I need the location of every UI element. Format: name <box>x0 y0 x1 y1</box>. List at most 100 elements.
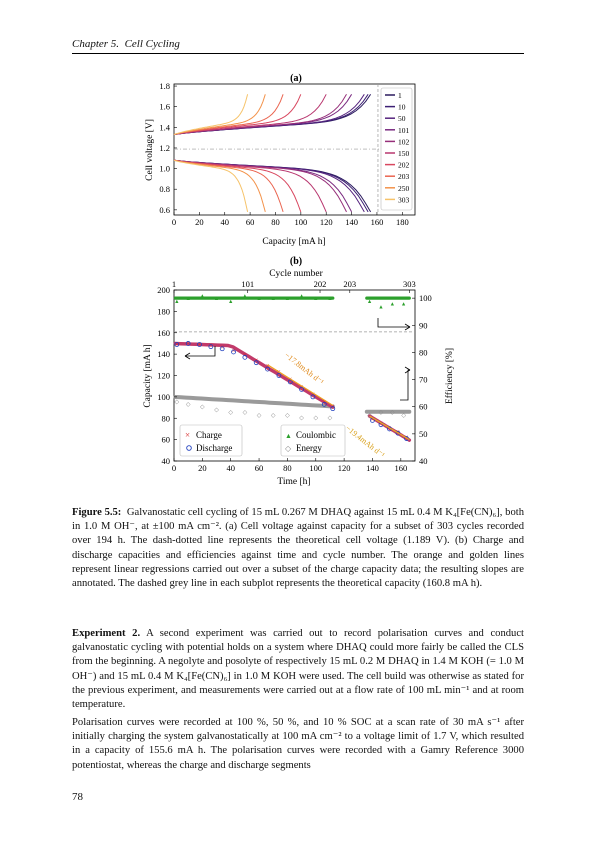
panel-a-frame <box>173 83 416 216</box>
b-ytick-left-label: 40 <box>162 456 171 466</box>
regression-line-2 <box>369 415 410 441</box>
charge-point: × <box>220 344 224 352</box>
charge-curve-203 <box>173 94 284 135</box>
panel-b-axes: 0 20 40 60 80 100 120 140 1604060801001201401601… <box>157 279 432 473</box>
energy-point: ◇ <box>390 410 395 416</box>
charge-point: × <box>186 339 190 347</box>
energy-point: ◇ <box>257 413 262 419</box>
a-xtick-label: 80 <box>271 217 280 227</box>
caption-text: Galvanostatic cell cycling of 15 mL 0.26… <box>72 507 525 590</box>
charge-point: × <box>266 362 270 370</box>
figure-caption: Figure 5.5: Galvanostatic cell cycling o… <box>72 506 524 591</box>
panel-b-data: ××××××××××××××××××××▲▲▲▲▲▲▲▲▲▲▲▲▲▲▲▲◇◇◇◇… <box>173 293 415 442</box>
charge-legend-label: Charge <box>196 430 222 440</box>
legend-right-box <box>280 424 346 457</box>
b-xtick-label: 80 <box>283 463 292 473</box>
b-ytick-right-label: 100 <box>419 293 432 303</box>
energy-point: ◇ <box>401 413 406 419</box>
regression-annotation-2: −19.4mAh d⁻¹ <box>344 423 387 459</box>
a-xtick-label: 0 <box>172 217 176 227</box>
energy-point: ◇ <box>285 413 290 419</box>
panel-a-curves <box>173 84 415 215</box>
coulombic-point: ▲ <box>313 296 318 302</box>
panel-b: (b) Cycle number ××××××××××××××××××××▲▲▲… <box>143 256 455 487</box>
charge-point: × <box>370 415 374 423</box>
energy-point: ◇ <box>214 407 219 413</box>
efficiency-axis-arrow-2-icon <box>400 369 410 401</box>
b-ytick-left-label: 200 <box>157 285 170 295</box>
coulombic-point: ▲ <box>256 296 261 302</box>
coulombic-point: ▲ <box>214 296 219 302</box>
experiment-label: Experiment 2. <box>72 628 141 639</box>
coulombic-point: ▲ <box>185 296 190 302</box>
panel-a-xlabel: Capacity [mA h] <box>262 237 325 247</box>
b-ytick-right-label: 60 <box>419 402 428 412</box>
b-ytick-right-label: 40 <box>419 456 428 466</box>
legend-label-102: 102 <box>398 137 410 146</box>
b-ytick-left-label: 80 <box>162 413 171 423</box>
efficiency-axis-arrow-head-icon <box>404 323 411 331</box>
b-top-tick-label: 101 <box>241 279 254 289</box>
charge-curve-150 <box>173 94 327 135</box>
a-ytick-label: 1.2 <box>159 143 170 153</box>
b-top-tick-label: 303 <box>403 279 416 289</box>
discharge-point <box>310 394 316 400</box>
a-ytick-label: 0.6 <box>159 205 170 215</box>
chapter-title: Cell Cycling <box>124 38 180 50</box>
discharge-point <box>219 346 225 352</box>
discharge-point <box>276 373 282 378</box>
b-top-tick-label: 1 <box>172 279 176 289</box>
a-ytick-label: 1.0 <box>159 164 170 174</box>
charge-point: × <box>198 340 202 348</box>
coulombic-point: ▲ <box>242 293 247 299</box>
a-ytick-label: 1.6 <box>159 102 170 112</box>
coulombic-point: ▲ <box>390 302 395 308</box>
discharge-point <box>330 406 336 412</box>
legend-label-1: 1 <box>398 91 402 100</box>
panel-a-label: (a) <box>290 73 302 84</box>
coulombic-point: ▲ <box>271 296 276 302</box>
coulombic-point: ▲ <box>378 304 383 310</box>
charge-point: × <box>175 340 179 348</box>
coulombic-point: ▲ <box>285 296 290 302</box>
legend-label-203: 203 <box>398 172 410 181</box>
energy-point: ◇ <box>228 410 233 416</box>
b-ytick-left-label: 140 <box>157 349 170 359</box>
b-top-tick-label: 203 <box>343 279 356 289</box>
charge-point: × <box>396 428 400 436</box>
panel-b-legend-left: × Charge Discharge <box>179 424 243 457</box>
coulombic-point: ▲ <box>200 293 205 299</box>
b-ytick-right-label: 70 <box>419 375 428 385</box>
energy-legend-label: Energy <box>296 443 322 453</box>
coulombic-point: ▲ <box>367 299 372 305</box>
charge-curve-303 <box>173 94 249 135</box>
discharge-point <box>287 379 293 385</box>
discharge-point <box>185 341 191 346</box>
panel-a-legend: 1 10 50 101 102 150 202 203 250 303 <box>380 87 413 211</box>
charge-point: × <box>232 347 236 355</box>
discharge-point <box>231 349 236 355</box>
legend-label-10: 10 <box>398 103 406 112</box>
discharge-point <box>242 354 248 360</box>
discharge-point <box>197 342 202 347</box>
panel-a: (a) 0 20 40 60 80 100 120 140 160 180 0.6 0.8 1.0 1.2… <box>145 73 416 247</box>
a-xtick-label: 60 <box>246 217 255 227</box>
coulombic-point: ▲ <box>401 302 406 308</box>
panel-b-ylabel-left: Capacity [mA h] <box>143 344 153 407</box>
b-xtick-label: 160 <box>394 463 407 473</box>
coulombic-point: ▲ <box>327 296 332 302</box>
caption-label: Figure 5.5: <box>72 507 122 518</box>
discharge-point <box>395 430 401 436</box>
b-ytick-left-label: 180 <box>157 306 170 316</box>
chapter-number: Chapter 5. <box>72 38 120 50</box>
a-ytick-label: 0.8 <box>159 184 170 194</box>
b-xtick-label: 100 <box>309 463 322 473</box>
charge-legend-marker: × <box>185 430 190 440</box>
energy-legend-marker: ◇ <box>285 444 292 453</box>
discharge-legend-marker <box>186 445 192 451</box>
b-top-tick-label: 202 <box>314 279 327 289</box>
energy-point: ◇ <box>175 399 180 405</box>
legend-label-50: 50 <box>398 114 406 123</box>
discharge-point <box>253 360 259 366</box>
energy-point: ◇ <box>379 410 384 416</box>
